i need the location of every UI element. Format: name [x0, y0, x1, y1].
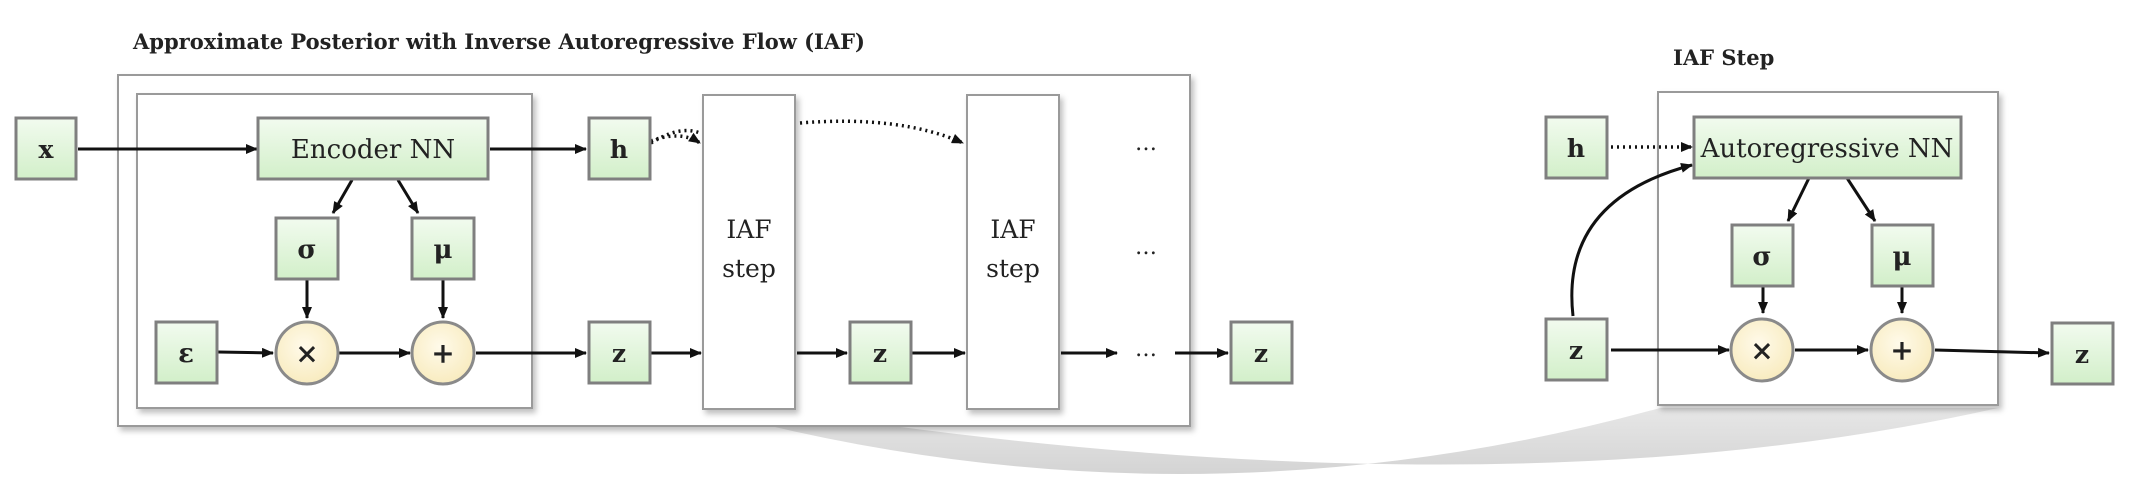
label-encoder: Encoder NN — [291, 135, 455, 165]
label-z-3: z — [1254, 339, 1268, 368]
ellipsis-top: … — [1135, 131, 1157, 156]
node-h: h — [587, 116, 652, 181]
iaf-step-2-line1: IAF — [990, 215, 1035, 244]
label-epsilon: ε — [178, 339, 194, 369]
arrow-ar-mu — [1845, 177, 1877, 222]
label-plus-r: + — [1890, 334, 1913, 367]
iaf-step-box-1 — [702, 94, 796, 410]
label-sigma: σ — [297, 235, 316, 265]
label-mu: μ — [433, 235, 452, 265]
step-title: IAF Step — [1673, 45, 1774, 70]
op-times-r: × — [1729, 317, 1795, 383]
node-autoregressive: Autoregressive NN — [1692, 115, 1963, 180]
label-x: x — [39, 135, 55, 164]
arrow-plus-z-r — [1934, 347, 2050, 358]
node-z-out-r: z — [2050, 321, 2115, 386]
iaf-step-1-line2: step — [722, 254, 776, 283]
label-z-1: z — [612, 339, 626, 368]
arrow-z-ar — [1570, 162, 1693, 317]
label-times: × — [295, 337, 318, 370]
zoom-connector — [700, 408, 1998, 474]
dotted-arrow-h-step2 — [650, 119, 963, 143]
label-h-r: h — [1567, 134, 1585, 163]
node-encoder: Encoder NN — [256, 116, 490, 181]
op-times: × — [274, 320, 340, 386]
label-times-r: × — [1750, 334, 1773, 367]
label-sigma-r: σ — [1752, 242, 1771, 272]
node-sigma: σ — [274, 216, 340, 281]
node-z-3: z — [1229, 320, 1294, 385]
ellipsis-bottom: … — [1135, 337, 1157, 362]
main-title: Approximate Posterior with Inverse Autor… — [132, 29, 865, 54]
node-z-1: z — [587, 320, 652, 385]
op-plus-r: + — [1869, 317, 1935, 383]
ellipsis-middle: … — [1135, 235, 1157, 260]
iaf-step-2-line2: step — [986, 254, 1040, 283]
op-plus: + — [410, 320, 476, 386]
iaf-step-1-line1: IAF — [726, 215, 771, 244]
label-z-2: z — [873, 339, 887, 368]
iaf-step-box-2 — [966, 94, 1060, 410]
label-h: h — [610, 135, 628, 164]
label-autoregressive: Autoregressive NN — [1700, 134, 1954, 164]
node-epsilon: ε — [154, 320, 219, 385]
label-mu-r: μ — [1892, 242, 1911, 272]
node-mu-r: μ — [1870, 223, 1935, 288]
arrow-eps-times — [217, 347, 274, 358]
label-plus: + — [431, 337, 454, 370]
node-z-2: z — [848, 320, 913, 385]
node-x: x — [14, 116, 78, 181]
node-sigma-r: σ — [1730, 223, 1795, 288]
node-z-in-r: z — [1544, 317, 1609, 382]
label-z-out-r: z — [2075, 340, 2089, 369]
label-z-in-r: z — [1569, 336, 1583, 365]
arrow-ar-sigma — [1786, 177, 1811, 222]
node-h-r: h — [1544, 115, 1609, 180]
node-mu: μ — [410, 216, 476, 281]
arrow-encoder-mu — [396, 179, 420, 214]
arrow-encoder-sigma — [331, 179, 354, 214]
